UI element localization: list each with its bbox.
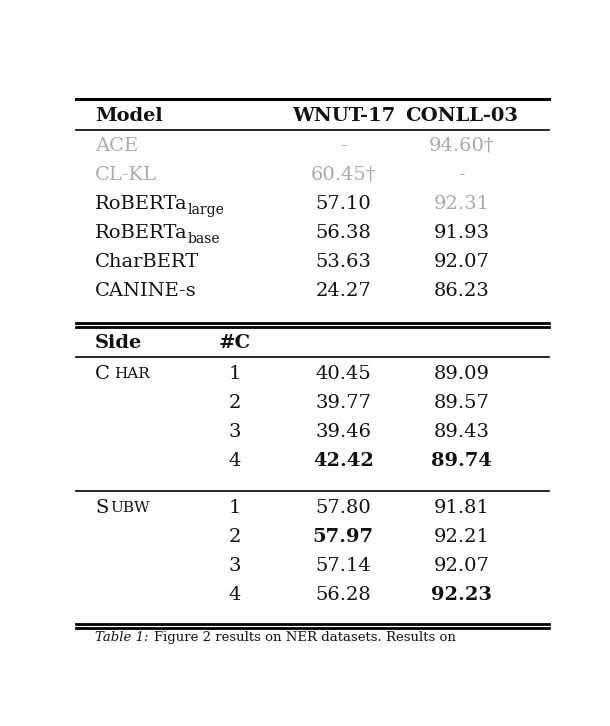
Text: 1: 1 xyxy=(228,499,241,516)
Text: 42.42: 42.42 xyxy=(313,452,374,470)
Text: 89.57: 89.57 xyxy=(434,394,489,412)
Text: 4: 4 xyxy=(228,586,241,604)
Text: large: large xyxy=(187,203,224,216)
Text: UBW: UBW xyxy=(111,500,151,515)
Text: -: - xyxy=(340,136,346,155)
Text: 3: 3 xyxy=(228,557,241,575)
Text: RoBERTa: RoBERTa xyxy=(95,224,188,242)
Text: 57.10: 57.10 xyxy=(315,195,371,213)
Text: 92.21: 92.21 xyxy=(434,528,489,545)
Text: 89.74: 89.74 xyxy=(431,452,492,470)
Text: 56.28: 56.28 xyxy=(315,586,371,604)
Text: 1: 1 xyxy=(228,365,241,383)
Text: 86.23: 86.23 xyxy=(434,282,489,300)
Text: base: base xyxy=(187,232,220,245)
Text: 57.80: 57.80 xyxy=(315,499,371,516)
Text: 94.60†: 94.60† xyxy=(429,136,494,155)
Text: HAR: HAR xyxy=(114,367,150,381)
Text: ACE: ACE xyxy=(95,136,138,155)
Text: 89.09: 89.09 xyxy=(434,365,490,383)
Text: 39.77: 39.77 xyxy=(315,394,371,412)
Text: 4: 4 xyxy=(228,452,241,470)
Text: C: C xyxy=(95,365,110,383)
Text: Model: Model xyxy=(95,107,163,125)
Text: Figure 2 results on NER datasets. Results on: Figure 2 results on NER datasets. Result… xyxy=(154,631,456,644)
Text: CharBERT: CharBERT xyxy=(95,253,199,271)
Text: 2: 2 xyxy=(228,394,241,412)
Text: 40.45: 40.45 xyxy=(315,365,371,383)
Text: 3: 3 xyxy=(228,423,241,441)
Text: WNUT-17: WNUT-17 xyxy=(292,107,395,125)
Text: 24.27: 24.27 xyxy=(315,282,371,300)
Text: -: - xyxy=(458,166,465,184)
Text: 57.14: 57.14 xyxy=(315,557,371,575)
Text: 91.93: 91.93 xyxy=(434,224,490,242)
Text: 56.38: 56.38 xyxy=(315,224,371,242)
Text: 57.97: 57.97 xyxy=(313,528,374,545)
Text: 89.43: 89.43 xyxy=(434,423,490,441)
Text: 53.63: 53.63 xyxy=(315,253,371,271)
Text: 92.31: 92.31 xyxy=(434,195,490,213)
Text: 91.81: 91.81 xyxy=(434,499,489,516)
Text: S: S xyxy=(95,499,109,516)
Text: 92.23: 92.23 xyxy=(431,586,492,604)
Text: CANINE-s: CANINE-s xyxy=(95,282,197,300)
Text: 92.07: 92.07 xyxy=(434,557,489,575)
Text: CONLL-03: CONLL-03 xyxy=(405,107,518,125)
Text: 2: 2 xyxy=(228,528,241,545)
Text: RoBERTa: RoBERTa xyxy=(95,195,188,213)
Text: CL-KL: CL-KL xyxy=(95,166,157,184)
Text: #C: #C xyxy=(218,334,251,352)
Text: Table 1:: Table 1: xyxy=(95,631,149,644)
Text: 39.46: 39.46 xyxy=(315,423,371,441)
Text: Side: Side xyxy=(95,334,142,352)
Text: 60.45†: 60.45† xyxy=(310,166,376,184)
Text: 92.07: 92.07 xyxy=(434,253,489,271)
